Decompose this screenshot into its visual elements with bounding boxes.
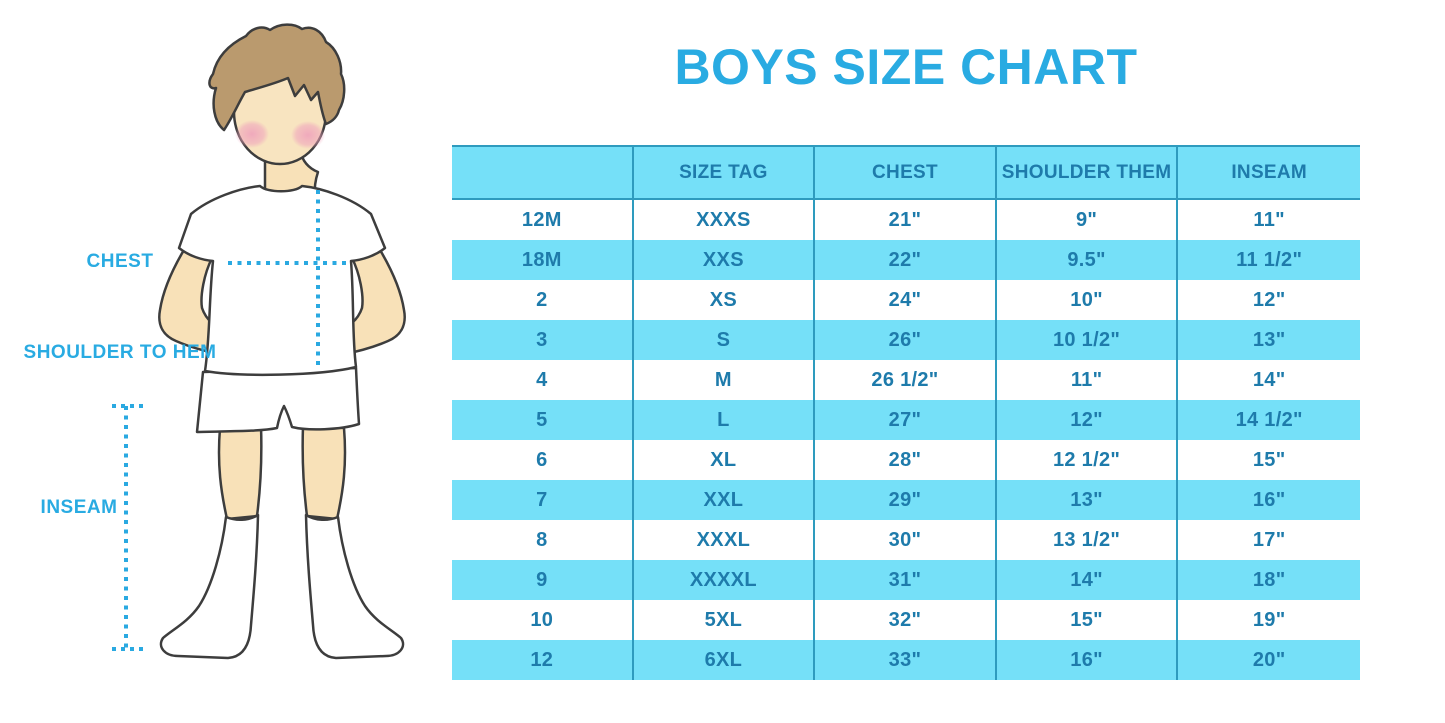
table-cell: 26 1/2": [815, 360, 997, 400]
table-cell: XXXL: [634, 520, 816, 560]
table-cell: 6XL: [634, 640, 816, 680]
table-cell: 18M: [452, 240, 634, 280]
chest-label: CHEST: [86, 251, 154, 272]
table-row: 9 XXXXL 31" 14" 18": [452, 560, 1360, 600]
table-cell: 14": [997, 560, 1179, 600]
column-header: SHOULDER THEM: [997, 147, 1179, 198]
table-cell: 9": [997, 200, 1179, 240]
boy-shorts: [195, 366, 361, 434]
table-cell: XXXS: [634, 200, 816, 240]
table-cell: 13": [997, 480, 1179, 520]
table-cell: 29": [815, 480, 997, 520]
table-cell: 32": [815, 600, 997, 640]
table-cell: 16": [997, 640, 1179, 680]
boy-illustration: [112, 23, 406, 660]
shoulder-to-hem-label: SHOULDER TO HEM: [23, 342, 217, 363]
column-header: SIZE TAG: [634, 147, 816, 198]
boy-left-leg: [217, 424, 263, 521]
table-cell: 11": [997, 360, 1179, 400]
table-cell: 9: [452, 560, 634, 600]
table-cell: 33": [815, 640, 997, 680]
inseam-label: INSEAM: [40, 497, 118, 518]
page-title: BOYS SIZE CHART: [674, 39, 1138, 95]
boy-left-sock: [159, 513, 260, 660]
boy-right-blush: [291, 121, 325, 149]
table-cell: XL: [634, 440, 816, 480]
table-cell: 11": [1253, 208, 1285, 231]
table-cell: 9.5": [997, 240, 1179, 280]
table-cell: 6: [452, 440, 634, 480]
table-cell: 12": [1252, 288, 1286, 311]
table-cell: XXS: [634, 240, 816, 280]
table-cell: 30": [815, 520, 997, 560]
table-cell: 31": [815, 560, 997, 600]
table-cell: 11 1/2": [1236, 248, 1303, 271]
table-cell: 5XL: [634, 600, 816, 640]
table-row: 12M XXXS 21" 9" 11": [452, 200, 1360, 240]
table-cell: 5: [452, 400, 634, 440]
boy-hair: [208, 23, 346, 132]
table-cell: S: [634, 320, 816, 360]
table-row: 5 L 27" 12" 14 1/2": [452, 400, 1360, 440]
table-row: 4 M 26 1/2" 11" 14": [452, 360, 1360, 400]
table-cell: 21": [815, 200, 997, 240]
table-cell: 7: [452, 480, 634, 520]
table-cell: 18": [1252, 568, 1286, 591]
table-cell: M: [634, 360, 816, 400]
boy-right-leg: [301, 424, 347, 521]
table-cell: 15": [1252, 448, 1286, 471]
size-table: SIZE TAG CHEST SHOULDER THEM INSEAM 12M XXXS…: [452, 145, 1360, 680]
table-cell: 3: [452, 320, 634, 360]
table-cell: 26": [815, 320, 997, 360]
table-cell: 24": [815, 280, 997, 320]
table-cell: XS: [634, 280, 816, 320]
table-row: 3 S 26" 10 1/2" 13": [452, 320, 1360, 360]
table-cell: 12": [997, 400, 1179, 440]
size-table-body: 12M XXXS 21" 9" 11" 18M XXS 22" 9.5" 11 1/2" 2 XS 24…: [452, 200, 1360, 680]
table-cell: 15": [997, 600, 1179, 640]
table-cell: 14": [1252, 368, 1286, 391]
column-header: INSEAM: [1231, 161, 1308, 183]
table-cell: 10": [997, 280, 1179, 320]
table-cell: XXL: [634, 480, 816, 520]
table-cell: XXXXL: [634, 560, 816, 600]
table-cell: 12: [452, 640, 634, 680]
column-header: CHEST: [815, 147, 997, 198]
table-cell: 13 1/2": [997, 520, 1179, 560]
table-cell: L: [634, 400, 816, 440]
table-row: 12 6XL 33" 16" 20": [452, 640, 1360, 680]
table-cell: 20": [1252, 648, 1286, 671]
boy-left-blush: [235, 120, 269, 148]
table-cell: 12M: [452, 200, 634, 240]
table-cell: 16": [1252, 488, 1286, 511]
table-cell: 22": [815, 240, 997, 280]
table-row: 18M XXS 22" 9.5" 11 1/2": [452, 240, 1360, 280]
table-cell: 28": [815, 440, 997, 480]
table-row: 2 XS 24" 10" 12": [452, 280, 1360, 320]
table-row: 6 XL 28" 12 1/2" 15": [452, 440, 1360, 480]
table-cell: 4: [452, 360, 634, 400]
boy-right-sock: [304, 513, 405, 660]
table-cell: 17": [1252, 528, 1286, 551]
boy-shirt: [177, 184, 387, 377]
column-header: [452, 147, 634, 198]
table-cell: 19": [1252, 608, 1286, 631]
table-cell: 2: [452, 280, 634, 320]
size-table-header-row: SIZE TAG CHEST SHOULDER THEM INSEAM: [452, 145, 1360, 200]
table-cell: 10 1/2": [997, 320, 1179, 360]
table-cell: 12 1/2": [997, 440, 1179, 480]
table-cell: 27": [815, 400, 997, 440]
table-cell: 13": [1252, 328, 1286, 351]
table-row: 10 5XL 32" 15" 19": [452, 600, 1360, 640]
table-row: 7 XXL 29" 13" 16": [452, 480, 1360, 520]
table-row: 8 XXXL 30" 13 1/2" 17": [452, 520, 1360, 560]
table-cell: 10: [452, 600, 634, 640]
table-cell: 8: [452, 520, 634, 560]
table-cell: 14 1/2": [1235, 408, 1303, 431]
